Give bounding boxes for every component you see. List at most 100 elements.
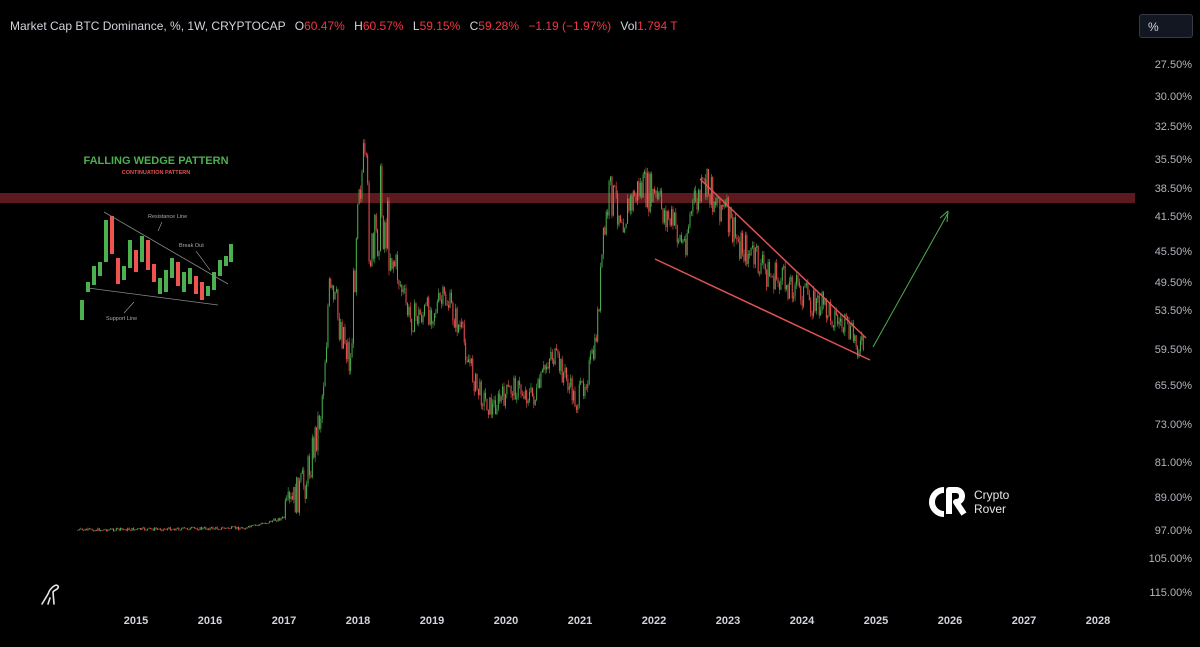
- candle-body: [176, 527, 178, 529]
- inset-candles: [80, 216, 233, 320]
- percent-scale-button[interactable]: %: [1139, 14, 1193, 38]
- candle-body: [831, 321, 833, 326]
- candle-body: [274, 518, 276, 521]
- candle-body: [539, 379, 540, 388]
- y-tick-label: 30.00%: [1155, 91, 1193, 103]
- candle-body: [355, 238, 357, 293]
- candle-body: [493, 400, 495, 404]
- candle-body: [658, 193, 660, 199]
- candle-body: [526, 390, 528, 404]
- candle-body: [507, 384, 509, 387]
- candle-body: [184, 527, 185, 529]
- candle-body: [750, 247, 752, 256]
- candle-body: [220, 527, 222, 530]
- candle-body: [134, 529, 136, 531]
- candle-body: [807, 283, 809, 295]
- y-axis[interactable]: 27.50% 30.00% 32.50% 35.50% 38.50% 41.50% 45.5…: [1149, 59, 1193, 599]
- candle-body: [557, 350, 559, 354]
- candle-body: [820, 310, 822, 316]
- candle-body: [310, 475, 312, 478]
- candle-body: [713, 201, 715, 212]
- x-tick-label: 2026: [938, 615, 962, 627]
- candle-body: [841, 318, 843, 328]
- candle-body: [95, 530, 97, 531]
- candle-body: [828, 302, 830, 316]
- candle-body: [192, 527, 194, 528]
- candle-body: [263, 523, 265, 524]
- candle-body: [193, 527, 195, 529]
- candle-body: [408, 306, 410, 315]
- candle-body: [144, 527, 146, 531]
- y-tick-label: 27.50%: [1155, 59, 1193, 71]
- candle-body: [825, 298, 827, 319]
- candle-body: [139, 528, 141, 530]
- candle-body: [544, 365, 546, 370]
- candle-body: [246, 527, 248, 529]
- candle-body: [115, 528, 117, 531]
- candle-body: [502, 386, 504, 396]
- candle-body: [195, 528, 197, 529]
- candle-body: [500, 395, 502, 402]
- candle-body: [249, 526, 251, 528]
- candle-body: [760, 262, 762, 274]
- symbol-name[interactable]: Market Cap BTC Dominance, %, 1W, CRYPTOC…: [10, 19, 286, 33]
- candle-body: [316, 427, 318, 451]
- inset-candle: [80, 300, 84, 320]
- x-tick-label: 2020: [494, 615, 518, 627]
- candle-body: [401, 284, 403, 293]
- candle-body: [743, 253, 745, 261]
- candle-body: [736, 237, 738, 240]
- volume-value: 1.794 T: [637, 19, 678, 33]
- candle-body: [485, 392, 487, 399]
- candle-body: [196, 528, 198, 530]
- candle-body: [296, 477, 298, 513]
- candle-body: [151, 528, 153, 530]
- candle-body: [387, 200, 389, 249]
- candle-body: [700, 177, 702, 202]
- candle-body: [235, 526, 237, 529]
- candle-body: [165, 529, 167, 530]
- candle-body: [83, 529, 85, 531]
- candle-body: [459, 324, 461, 328]
- candle-body: [854, 335, 856, 342]
- y-tick-label: 45.50%: [1155, 246, 1193, 258]
- candle-body: [770, 276, 772, 278]
- candle-body: [111, 528, 113, 530]
- inset-candle: [218, 260, 222, 276]
- candle-body: [202, 527, 204, 530]
- candle-body: [595, 337, 597, 342]
- candle-body: [797, 275, 799, 283]
- candle-body: [88, 528, 90, 530]
- candle-body: [406, 303, 408, 315]
- candle-body: [543, 365, 545, 370]
- candle-body: [215, 527, 217, 529]
- candle-body: [358, 189, 360, 204]
- candle-body: [201, 527, 203, 530]
- candle-body: [113, 528, 114, 531]
- candle-body: [233, 526, 235, 528]
- candle-body: [547, 366, 549, 369]
- candle-body: [137, 528, 139, 530]
- candle-body: [423, 305, 425, 316]
- candle-body: [357, 203, 359, 239]
- x-tick-label: 2027: [1012, 615, 1036, 627]
- candle-body: [483, 392, 485, 406]
- candle-body: [443, 287, 445, 294]
- candle-body: [720, 205, 722, 222]
- candle-body: [449, 292, 451, 308]
- candle-body: [810, 300, 812, 314]
- wedge-upper-line: [699, 178, 867, 339]
- x-axis[interactable]: 2015 2016 2017 2018 2019 2020 2021 2022 2023 2024…: [124, 615, 1110, 627]
- candle-body: [571, 378, 573, 401]
- candle-body: [646, 172, 648, 208]
- candle-body: [536, 387, 538, 400]
- candle-body: [370, 261, 372, 267]
- candle-body: [605, 211, 607, 235]
- y-tick-label: 65.50%: [1155, 380, 1193, 392]
- candle-body: [388, 200, 390, 271]
- candle-body: [716, 198, 718, 206]
- candle-body: [631, 195, 633, 211]
- candle-body: [635, 196, 637, 201]
- candle-body: [247, 526, 249, 528]
